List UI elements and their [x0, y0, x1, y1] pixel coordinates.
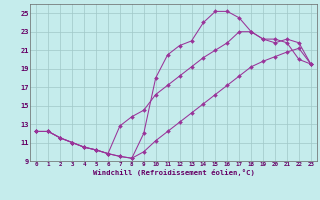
X-axis label: Windchill (Refroidissement éolien,°C): Windchill (Refroidissement éolien,°C) [93, 169, 254, 176]
